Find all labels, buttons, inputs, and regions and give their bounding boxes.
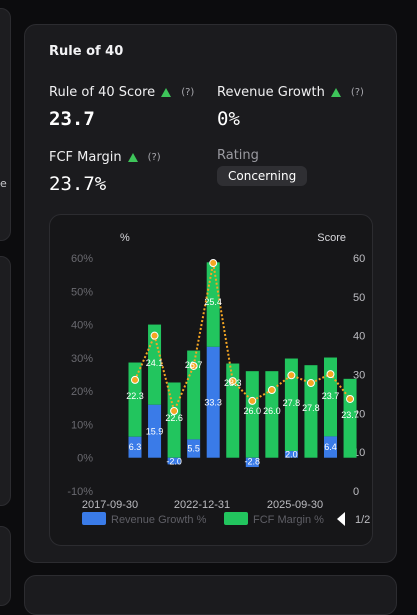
y2-tick-label: 60 xyxy=(353,253,365,265)
score-point xyxy=(131,375,139,384)
score-point xyxy=(209,259,218,268)
adjacent-card-left xyxy=(0,8,11,241)
legend-swatch-revenue xyxy=(82,512,106,525)
fcf-data-label: 26.0 xyxy=(244,406,262,416)
trend-up-icon xyxy=(161,88,172,97)
fcf-data-label: 22.6 xyxy=(165,413,183,423)
fcf-margin-bar xyxy=(187,350,201,440)
y-tick-label: 0% xyxy=(77,453,93,465)
adjacent-card-left xyxy=(0,526,11,606)
y2-tick-label: 40 xyxy=(353,331,365,343)
revenue-growth-bar xyxy=(148,404,162,458)
score-point xyxy=(267,386,276,395)
revenue-data-label: 5.5 xyxy=(187,444,200,454)
fcf-data-label: 27.8 xyxy=(302,403,320,413)
rule-of-40-card: Rule of 40 Rule of 40 Score (?) 23.7 Rev… xyxy=(24,24,397,563)
help-icon[interactable]: (?) xyxy=(181,87,195,98)
score-line xyxy=(134,262,351,415)
y2-tick-label: 50 xyxy=(353,292,365,304)
y-tick-label: 20% xyxy=(71,386,93,398)
fcf-data-label: 27.8 xyxy=(283,398,301,408)
revenue-growth-bar xyxy=(324,436,337,458)
y-tick-label: 10% xyxy=(71,419,93,431)
y2-tick-label: 0 xyxy=(353,486,359,498)
fcf-data-label: 23.7 xyxy=(341,410,359,420)
trend-up-icon xyxy=(330,88,341,97)
score-point xyxy=(287,371,296,380)
rule-of-40-chart: % Score 60% 50% 40% 30% 20% 10% 0% -10% 60 50 40 30 20… xyxy=(67,232,370,526)
score-point xyxy=(326,370,335,379)
revenue-growth-bar xyxy=(167,457,181,465)
score-point xyxy=(228,377,237,386)
fcf-margin-value: 23.7% xyxy=(49,173,107,195)
score-point xyxy=(189,361,198,370)
revenue-data-label: 6.4 xyxy=(324,442,337,452)
fcf-margin-bar xyxy=(245,371,259,458)
revenue-growth-bar xyxy=(206,346,220,458)
rating-label: Rating xyxy=(217,148,259,163)
revenue-data-label: -2.0 xyxy=(166,457,182,467)
x-tick-label: 2022-12-31 xyxy=(174,499,230,511)
score-metric: Rule of 40 Score (?) 23.7 xyxy=(49,85,194,130)
revenue-growth-bar xyxy=(245,457,259,468)
adjacent-card-left xyxy=(0,256,11,506)
revenue-growth-bar xyxy=(284,451,298,458)
revenue-growth-bar xyxy=(128,436,142,458)
score-label: Rule of 40 Score xyxy=(49,85,156,100)
fcf-margin-bar xyxy=(284,358,298,452)
adjacent-card-text: e xyxy=(0,177,7,190)
fcf-margin-bar xyxy=(226,363,240,458)
score-point xyxy=(248,396,257,405)
x-tick-label: 2017-09-30 xyxy=(82,499,138,511)
rating-badge: Concerning xyxy=(217,166,308,186)
help-icon[interactable]: (?) xyxy=(350,87,364,98)
next-card xyxy=(24,575,397,615)
y-tick-label: -10% xyxy=(67,486,93,498)
fcf-data-label: 23.7 xyxy=(322,391,340,401)
revenue-data-label: 6.3 xyxy=(129,442,142,452)
fcf-data-label: 28.3 xyxy=(224,378,242,388)
fcf-data-label: 25.4 xyxy=(204,297,222,307)
fcf-data-label: 26.0 xyxy=(263,406,281,416)
fcf-margin-metric: FCF Margin (?) 23.7% xyxy=(49,150,161,195)
help-icon[interactable]: (?) xyxy=(147,152,161,163)
x-tick-label: 2025-09-30 xyxy=(267,499,323,511)
card-title: Rule of 40 xyxy=(49,44,124,59)
chart-panel: % Score 60% 50% 40% 30% 20% 10% 0% -10% 60 50 40 30 20… xyxy=(49,214,373,546)
revenue-data-label: 33.3 xyxy=(204,397,222,407)
legend-label-revenue: Revenue Growth % xyxy=(111,514,207,526)
fcf-data-label: 26.7 xyxy=(185,360,203,370)
y-tick-label: 40% xyxy=(71,320,93,332)
score-value: 23.7 xyxy=(49,108,95,130)
y-tick-label: 60% xyxy=(71,253,93,265)
trend-up-icon xyxy=(127,153,138,162)
y-tick-label: 30% xyxy=(71,353,93,365)
right-axis-title: Score xyxy=(317,232,346,244)
score-point xyxy=(150,331,159,340)
legend-label-fcf: FCF Margin % xyxy=(253,514,324,526)
revenue-data-label: 15.9 xyxy=(146,426,164,436)
revenue-growth-value: 0% xyxy=(217,108,240,130)
revenue-growth-bar xyxy=(187,439,201,458)
score-point xyxy=(170,407,179,416)
rating-metric: Rating Concerning xyxy=(217,148,308,186)
fcf-margin-label: FCF Margin xyxy=(49,150,122,165)
revenue-data-label: 2.0 xyxy=(285,449,298,459)
revenue-data-label: -2.8 xyxy=(245,457,261,467)
fcf-data-label: 24.1 xyxy=(146,358,164,368)
revenue-growth-label: Revenue Growth xyxy=(217,85,325,100)
legend-prev-icon[interactable] xyxy=(337,512,345,526)
score-point xyxy=(306,379,315,388)
legend-swatch-fcf xyxy=(224,512,248,525)
y2-tick-label: 30 xyxy=(353,370,365,382)
fcf-margin-bar xyxy=(304,365,318,458)
revenue-growth-metric: Revenue Growth (?) 0% xyxy=(217,85,364,130)
fcf-data-label: 22.3 xyxy=(126,391,144,401)
left-axis-unit: % xyxy=(120,232,130,244)
legend-page-indicator: 1/2 xyxy=(355,514,370,526)
score-point xyxy=(346,394,355,403)
y-tick-label: 50% xyxy=(71,286,93,298)
